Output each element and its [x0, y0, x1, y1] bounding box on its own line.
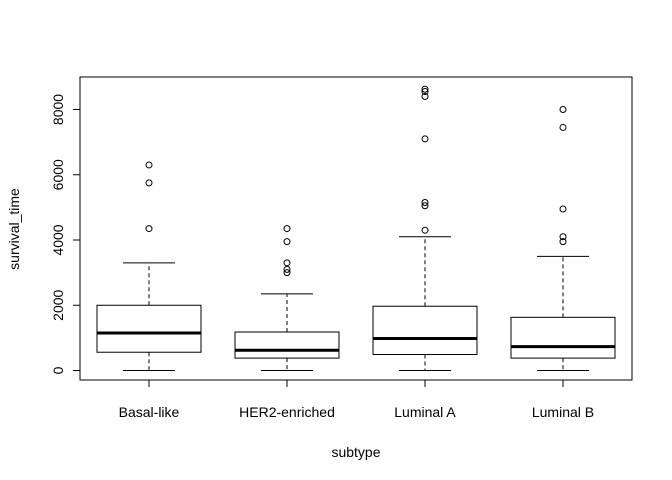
outlier-point — [145, 161, 153, 169]
iqr-box — [96, 304, 202, 353]
outlier-point — [283, 259, 291, 267]
x-axis-title: subtype — [331, 444, 380, 460]
y-tick-label: 6000 — [50, 159, 66, 190]
outlier-point — [421, 135, 429, 143]
outlier-point — [559, 106, 567, 113]
outlier-point — [421, 85, 429, 93]
outlier-point — [283, 225, 291, 233]
outlier-point — [283, 238, 291, 246]
x-axis: Basal-like HER2-enriched Luminal A Luminal … — [119, 379, 594, 420]
outlier-point — [559, 233, 567, 241]
x-tick-label: Luminal A — [394, 404, 456, 420]
outlier-point — [559, 238, 567, 246]
outlier-point — [421, 226, 429, 234]
outlier-point — [559, 123, 567, 131]
outlier-point — [421, 88, 429, 96]
x-tick-label: Luminal B — [532, 404, 594, 420]
y-tick-label: 8000 — [50, 94, 66, 125]
iqr-box — [234, 331, 340, 359]
y-axis-title: survival_time — [6, 188, 22, 270]
y-tick-label: 0 — [50, 366, 66, 374]
box-her2-enriched — [234, 225, 340, 371]
iqr-box — [510, 316, 616, 359]
box-basal-like — [96, 161, 202, 371]
outlier-point — [283, 269, 291, 277]
outlier-point — [559, 205, 567, 213]
y-tick-label: 4000 — [50, 224, 66, 255]
box-luminal-a — [372, 85, 478, 371]
outlier-point — [145, 225, 153, 233]
boxes — [96, 85, 616, 371]
outlier-point — [421, 202, 429, 210]
box-luminal-b — [510, 106, 616, 371]
y-axis: 0 2000 4000 6000 8000 — [50, 94, 81, 374]
outlier-point — [145, 179, 153, 187]
outlier-point — [421, 198, 429, 206]
x-tick-label: Basal-like — [119, 404, 180, 420]
iqr-box — [372, 305, 478, 356]
outlier-point — [421, 92, 429, 100]
outlier-point — [283, 265, 291, 273]
y-tick-label: 2000 — [50, 289, 66, 320]
x-tick-label: HER2-enriched — [239, 404, 335, 420]
